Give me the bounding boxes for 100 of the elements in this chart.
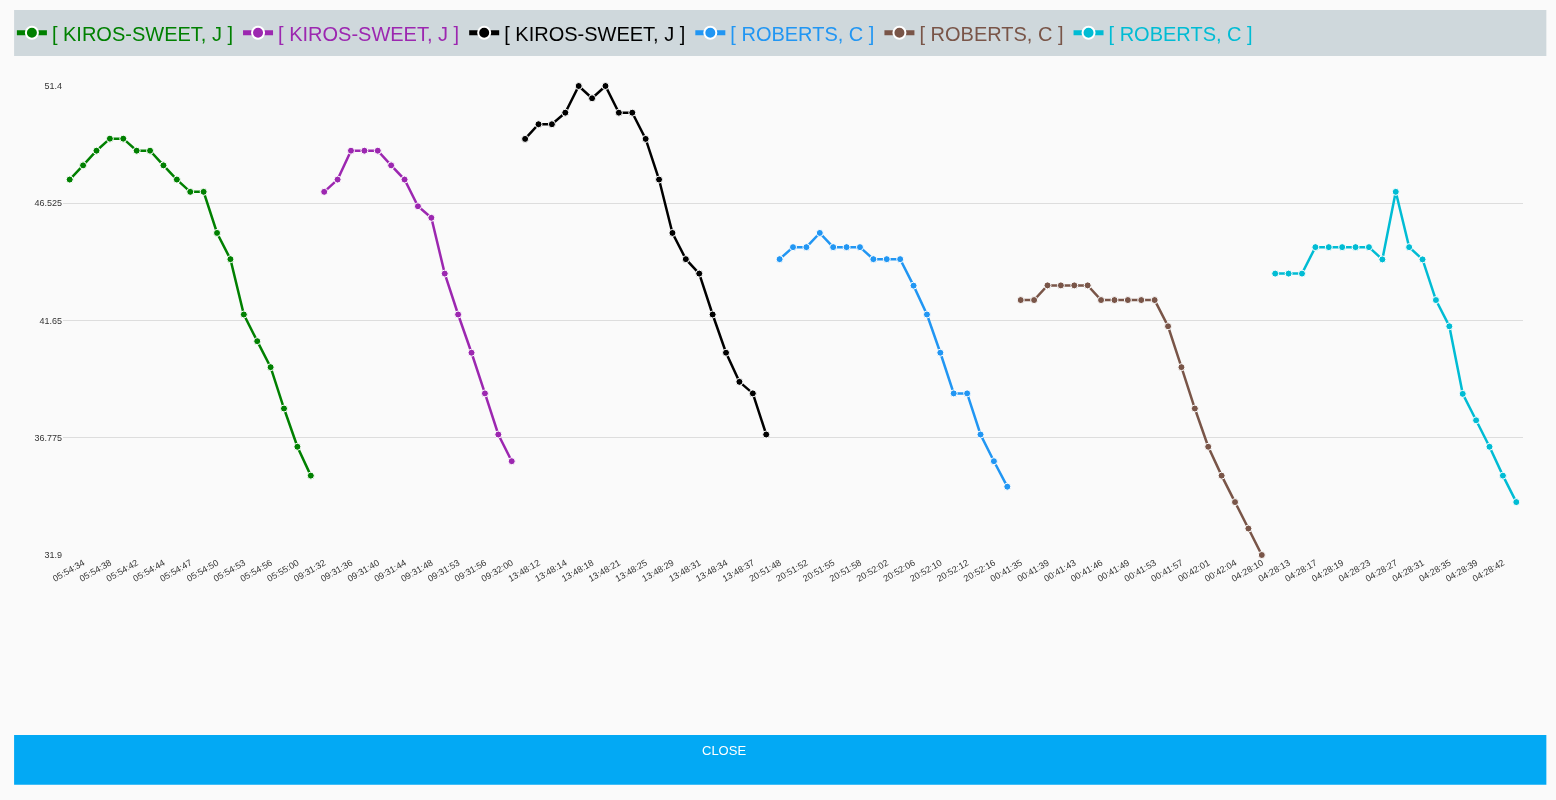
point [1244,524,1253,533]
point [1445,322,1454,331]
point [1123,296,1132,305]
point [1271,269,1280,278]
point [213,228,222,237]
point [1418,255,1427,264]
point [815,228,824,237]
point [1297,269,1306,278]
point [963,389,972,398]
point [105,134,114,143]
point [1458,389,1467,398]
point [494,430,503,439]
point [1324,243,1333,252]
point [775,255,784,264]
point [1391,187,1400,196]
point [1137,296,1146,305]
point [1204,442,1213,451]
point [1016,296,1025,305]
point [789,243,797,252]
point [387,161,396,170]
point [601,82,610,90]
point [79,161,88,170]
point [1003,482,1012,491]
point [280,404,289,413]
point [628,108,637,117]
legend-label: [ KIROS-SWEET, J ] [504,22,686,45]
point [949,389,958,398]
point [306,471,315,480]
legend-label: [ KIROS-SWEET, J ] [278,22,460,45]
point [1351,243,1360,252]
point [1043,281,1052,290]
y-tick-label: 51.4 [44,81,62,92]
point [253,337,262,346]
y-tick-label: 36.775 [34,432,62,443]
point [561,108,570,117]
point [92,146,101,155]
point [226,255,235,264]
point [521,134,530,143]
point [1083,281,1092,290]
point [1070,281,1079,290]
point [574,82,583,90]
point [132,146,141,155]
point [748,389,757,398]
point [1498,471,1507,480]
point [735,377,744,386]
point [1110,296,1119,305]
point [1378,255,1387,264]
point [1431,296,1440,305]
y-tick-label: 31.9 [44,550,62,561]
point [146,146,155,155]
point [1512,498,1521,507]
y-tick-label: 46.525 [34,198,62,209]
point [922,310,931,319]
point [1284,269,1293,278]
point [869,255,878,264]
point [681,255,690,264]
point [1405,243,1414,252]
y-tick-label: 41.65 [39,315,62,326]
point [119,134,128,143]
point [293,442,302,451]
legend-label: [ ROBERTS, C ] [730,22,875,45]
point [1056,281,1065,290]
point [346,146,355,155]
point [199,187,208,196]
point [65,175,74,184]
point [186,187,195,196]
point [1338,243,1347,252]
point [588,94,597,103]
point [1164,322,1173,331]
point [722,348,731,357]
point [1097,296,1106,305]
point [976,430,985,439]
point [855,243,864,252]
legend-label: [ ROBERTS, C ] [919,22,1064,45]
point [454,310,463,319]
point [400,175,409,184]
point [427,213,436,222]
point [802,243,811,252]
point [266,363,275,372]
point [936,348,945,357]
point [1217,471,1226,480]
point [333,175,342,184]
point [373,146,382,155]
point [762,430,771,439]
point [467,348,476,357]
point [480,389,489,398]
point [534,120,543,129]
point [1030,296,1039,305]
point [1177,363,1186,372]
point [909,281,918,290]
point [829,243,838,252]
point [159,161,168,170]
point [547,120,556,129]
text: CLOSE [702,743,747,758]
legend-label: [ KIROS-SWEET, J ] [51,22,234,45]
point [1257,551,1266,559]
point [1190,404,1199,413]
point [614,108,623,117]
point [896,255,905,264]
point [695,269,704,278]
